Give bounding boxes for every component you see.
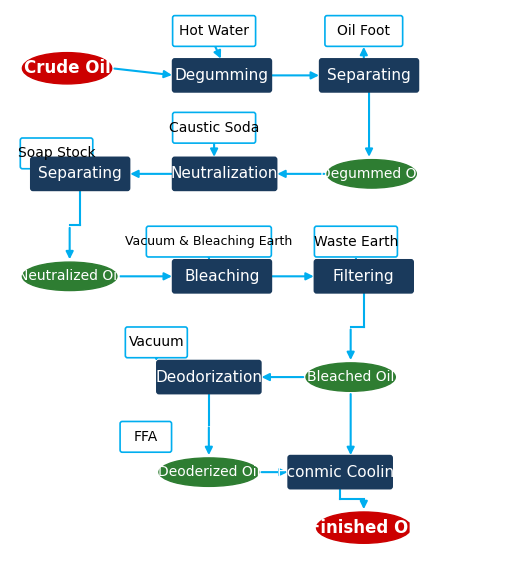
Text: Deodorization: Deodorization [155, 370, 262, 384]
Text: Vacuum & Bleaching Earth: Vacuum & Bleaching Earth [125, 235, 293, 248]
Text: Degummed Oil: Degummed Oil [319, 167, 424, 181]
Text: Neutralized Oil: Neutralized Oil [18, 269, 121, 283]
FancyBboxPatch shape [173, 112, 256, 143]
Ellipse shape [22, 262, 117, 291]
Ellipse shape [316, 512, 411, 543]
Text: Crude Oil: Crude Oil [24, 59, 110, 77]
Text: FFA: FFA [134, 430, 158, 444]
FancyBboxPatch shape [173, 59, 271, 92]
Text: Vacuum: Vacuum [128, 335, 184, 349]
FancyBboxPatch shape [120, 422, 172, 452]
FancyBboxPatch shape [125, 327, 187, 358]
FancyBboxPatch shape [31, 157, 129, 190]
FancyBboxPatch shape [146, 227, 271, 257]
Text: Separating: Separating [39, 166, 122, 181]
FancyBboxPatch shape [325, 15, 403, 46]
FancyBboxPatch shape [20, 138, 93, 169]
Text: Degumming: Degumming [175, 68, 269, 83]
Text: Hot Water: Hot Water [179, 24, 249, 38]
FancyBboxPatch shape [314, 260, 413, 293]
FancyBboxPatch shape [157, 360, 261, 394]
Text: Neutralization: Neutralization [171, 166, 278, 181]
FancyBboxPatch shape [319, 59, 418, 92]
Ellipse shape [306, 363, 395, 391]
Ellipse shape [327, 160, 416, 188]
Text: Bleaching: Bleaching [184, 269, 260, 284]
Ellipse shape [22, 53, 112, 84]
Text: Econmic Cooling: Econmic Cooling [277, 464, 403, 480]
Text: Soap Stock: Soap Stock [18, 146, 96, 160]
Text: Filtering: Filtering [333, 269, 394, 284]
Text: Separating: Separating [327, 68, 411, 83]
Text: Oil Foot: Oil Foot [337, 24, 390, 38]
Text: Waste Earth: Waste Earth [314, 235, 398, 249]
Ellipse shape [159, 458, 259, 486]
FancyBboxPatch shape [173, 15, 256, 46]
FancyBboxPatch shape [288, 456, 392, 488]
Text: Finished Oil: Finished Oil [308, 519, 419, 537]
Text: Deoderized Oil: Deoderized Oil [157, 465, 260, 479]
FancyBboxPatch shape [173, 260, 271, 293]
Text: Bleached Oil: Bleached Oil [307, 370, 394, 384]
FancyBboxPatch shape [173, 157, 277, 190]
Text: Caustic Soda: Caustic Soda [169, 121, 259, 135]
FancyBboxPatch shape [314, 227, 398, 257]
